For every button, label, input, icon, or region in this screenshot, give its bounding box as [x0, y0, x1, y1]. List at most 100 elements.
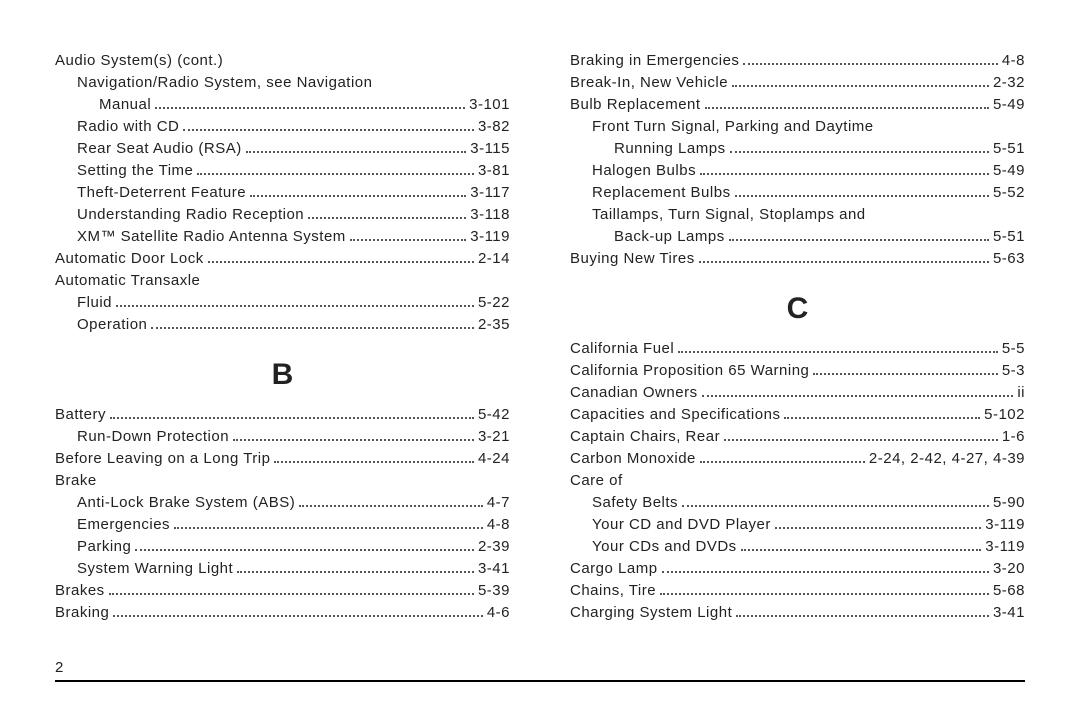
index-entry-page: 5-39 [478, 580, 510, 602]
index-entry-label: Braking [55, 602, 109, 624]
index-entry: Braking 4-6 [55, 602, 510, 624]
index-entry-page: 3-81 [478, 160, 510, 182]
leader-dots [702, 385, 1014, 398]
footer-rule [55, 680, 1025, 682]
leader-dots [109, 583, 474, 596]
index-entry: Anti-Lock Brake System (ABS)4-7 [55, 492, 510, 514]
index-entry: Running Lamps5-51 [570, 138, 1025, 160]
index-entry-label: Radio with CD [77, 116, 179, 138]
leader-dots [662, 561, 989, 574]
index-entry: Your CD and DVD Player3-119 [570, 514, 1025, 536]
index-entry-page: 5-3 [1002, 360, 1025, 382]
leader-dots [678, 341, 998, 354]
index-entry-page: 5-90 [993, 492, 1025, 514]
index-entry-page: 4-24 [478, 448, 510, 470]
index-entry-label: Halogen Bulbs [592, 160, 696, 182]
index-entry-label: XM™ Satellite Radio Antenna System [77, 226, 346, 248]
index-entry-label: Operation [77, 314, 147, 336]
index-entry: Canadian Owners ii [570, 382, 1025, 404]
index-entry-page: ii [1017, 382, 1025, 404]
index-entry-label: Emergencies [77, 514, 170, 536]
index-entry-page: 5-102 [984, 404, 1025, 426]
leader-dots [743, 53, 997, 66]
right-column: Braking in Emergencies4-8Break-In, New V… [570, 50, 1025, 624]
leader-dots [237, 561, 474, 574]
section-letter: B [55, 358, 510, 392]
index-entry-label: Running Lamps [614, 138, 726, 160]
index-entry-label: California Proposition 65 Warning [570, 360, 809, 382]
leader-dots [350, 229, 466, 242]
leader-dots [730, 141, 989, 154]
index-entry-label: Back-up Lamps [614, 226, 725, 248]
leader-dots [246, 141, 466, 154]
index-entry: Care of [570, 470, 1025, 492]
index-entry: Automatic Transaxle [55, 270, 510, 292]
index-entry: Understanding Radio Reception3-118 [55, 204, 510, 226]
leader-dots [155, 97, 465, 110]
index-entry-page: 5-49 [993, 94, 1025, 116]
index-entry-page: 3-101 [469, 94, 510, 116]
leader-dots [274, 451, 473, 464]
index-entry-label: Your CD and DVD Player [592, 514, 771, 536]
leader-dots [813, 363, 997, 376]
leader-dots [208, 251, 474, 264]
index-entry-page: 5-52 [993, 182, 1025, 204]
leader-dots [736, 605, 989, 618]
index-entry-label: Run-Down Protection [77, 426, 229, 448]
index-entry: Fluid5-22 [55, 292, 510, 314]
index-page: Audio System(s) (cont.)Navigation/Radio … [0, 0, 1080, 720]
index-entry-label: Replacement Bulbs [592, 182, 731, 204]
leader-dots [682, 495, 989, 508]
index-entry: Operation2-35 [55, 314, 510, 336]
index-entry: Bulb Replacement5-49 [570, 94, 1025, 116]
leader-dots [197, 163, 474, 176]
index-entry-label: Capacities and Specifications [570, 404, 780, 426]
index-entry-label: Automatic Transaxle [55, 270, 200, 292]
index-entry-label: Audio System(s) (cont.) [55, 50, 223, 72]
index-entry-label: Break-In, New Vehicle [570, 72, 728, 94]
index-entry: Brake [55, 470, 510, 492]
leader-dots [308, 207, 466, 220]
leader-dots [233, 429, 474, 442]
leader-dots [660, 583, 989, 596]
leader-dots [699, 251, 989, 264]
index-entry: Replacement Bulbs 5-52 [570, 182, 1025, 204]
index-entry-label: Captain Chairs, Rear [570, 426, 720, 448]
index-entry: Braking in Emergencies4-8 [570, 50, 1025, 72]
index-entry-label: Cargo Lamp [570, 558, 658, 580]
index-entry: System Warning Light3-41 [55, 558, 510, 580]
index-entry: Chains, Tire5-68 [570, 580, 1025, 602]
index-entry-label: Taillamps, Turn Signal, Stoplamps and [592, 204, 866, 226]
index-entry-label: Fluid [77, 292, 112, 314]
leader-dots [174, 517, 483, 530]
leader-dots [735, 185, 989, 198]
leader-dots [784, 407, 980, 420]
leader-dots [729, 229, 989, 242]
index-entry-label: Safety Belts [592, 492, 678, 514]
index-entry: Run-Down Protection3-21 [55, 426, 510, 448]
index-entry: Front Turn Signal, Parking and Daytime [570, 116, 1025, 138]
index-entry: Setting the Time3-81 [55, 160, 510, 182]
leader-dots [700, 451, 865, 464]
index-entry: Capacities and Specifications 5-102 [570, 404, 1025, 426]
index-entry: Audio System(s) (cont.) [55, 50, 510, 72]
leader-dots [151, 317, 474, 330]
index-entry-page: 3-41 [993, 602, 1025, 624]
index-entry: Safety Belts 5-90 [570, 492, 1025, 514]
index-entry-label: Canadian Owners [570, 382, 698, 404]
leader-dots [299, 495, 483, 508]
index-entry: California Fuel5-5 [570, 338, 1025, 360]
index-entry-label: Understanding Radio Reception [77, 204, 304, 226]
index-entry: Automatic Door Lock2-14 [55, 248, 510, 270]
left-column: Audio System(s) (cont.)Navigation/Radio … [55, 50, 510, 624]
leader-dots [183, 119, 474, 132]
index-entry: Emergencies4-8 [55, 514, 510, 536]
index-entry-page: 4-6 [487, 602, 510, 624]
index-entry-label: Theft-Deterrent Feature [77, 182, 246, 204]
index-entry: Cargo Lamp3-20 [570, 558, 1025, 580]
index-entry-label: Before Leaving on a Long Trip [55, 448, 270, 470]
index-entry-label: Automatic Door Lock [55, 248, 204, 270]
index-entry-label: Manual [99, 94, 151, 116]
footer-rule-container [55, 680, 1025, 682]
index-entry-label: Parking [77, 536, 131, 558]
